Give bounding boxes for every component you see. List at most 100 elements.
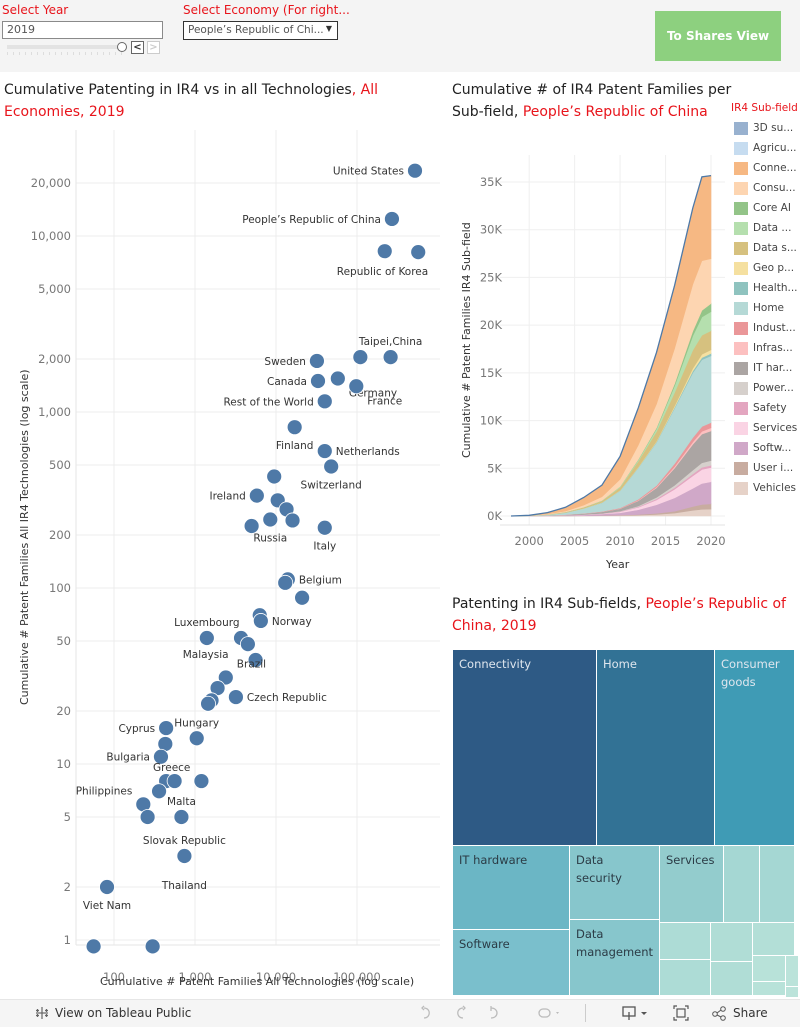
share-icon[interactable] bbox=[711, 1005, 727, 1024]
legend-swatch bbox=[734, 181, 748, 195]
to-shares-view-button[interactable]: To Shares View bbox=[655, 11, 781, 61]
scatter-point[interactable] bbox=[193, 773, 210, 789]
legend-item[interactable]: Agricu... bbox=[734, 140, 797, 156]
treemap-cell[interactable] bbox=[660, 960, 711, 996]
treemap-cell[interactable] bbox=[753, 982, 786, 996]
year-next-button[interactable]: > bbox=[147, 41, 160, 54]
revert-icon[interactable] bbox=[487, 1005, 503, 1024]
scatter-point[interactable] bbox=[144, 938, 161, 955]
treemap-cell[interactable] bbox=[753, 923, 795, 956]
scatter-point[interactable] bbox=[243, 518, 260, 534]
scatter-point[interactable] bbox=[188, 730, 205, 747]
scatter-point[interactable] bbox=[352, 349, 369, 366]
treemap-cell[interactable]: Services bbox=[660, 846, 724, 923]
legend-item[interactable]: Vehicles bbox=[734, 480, 796, 496]
legend-item[interactable]: IT har... bbox=[734, 360, 792, 376]
year-prev-button[interactable]: < bbox=[131, 41, 144, 54]
scatter-point[interactable] bbox=[316, 443, 333, 459]
legend-item[interactable]: Safety bbox=[734, 400, 787, 416]
scatter-point[interactable] bbox=[200, 695, 216, 712]
legend-item[interactable]: Services bbox=[734, 420, 797, 436]
treemap-cell[interactable]: Data management bbox=[570, 920, 660, 996]
scatter-point[interactable] bbox=[158, 720, 175, 736]
treemap-cell[interactable]: Home bbox=[597, 650, 715, 846]
treemap-cell[interactable] bbox=[711, 923, 753, 962]
scatter-point[interactable] bbox=[248, 487, 265, 504]
refresh-icon[interactable] bbox=[537, 1005, 563, 1024]
legend-item[interactable]: User i... bbox=[734, 460, 793, 476]
legend-swatch bbox=[734, 481, 748, 495]
scatter-point[interactable] bbox=[153, 748, 169, 765]
scatter-point[interactable] bbox=[139, 809, 156, 825]
treemap-cell[interactable]: Consumer goods bbox=[715, 650, 795, 846]
scatter-point[interactable] bbox=[266, 468, 283, 485]
scatter-point[interactable] bbox=[277, 574, 294, 591]
undo-icon[interactable] bbox=[419, 1005, 435, 1024]
treemap-cell[interactable]: Connectivity bbox=[453, 650, 597, 846]
scatter-point[interactable] bbox=[382, 349, 399, 366]
scatter-point[interactable] bbox=[99, 879, 115, 895]
view-on-tableau-link[interactable]: View on Tableau Public bbox=[55, 1006, 192, 1020]
legend-item[interactable]: Power... bbox=[734, 380, 794, 396]
scatter-point[interactable] bbox=[217, 669, 234, 686]
scatter-point[interactable] bbox=[407, 162, 423, 179]
legend-item[interactable]: Home bbox=[734, 300, 784, 316]
fullscreen-icon[interactable] bbox=[673, 1005, 689, 1024]
scatter-point[interactable] bbox=[228, 689, 244, 705]
scatter-point[interactable] bbox=[384, 211, 400, 227]
download-icon[interactable] bbox=[621, 1005, 651, 1024]
legend-item[interactable]: Consu... bbox=[734, 180, 796, 196]
scatter-point[interactable] bbox=[309, 353, 325, 369]
legend-item[interactable]: Data s... bbox=[734, 240, 797, 256]
scatter-point-label: Belgium bbox=[299, 574, 342, 586]
legend-item[interactable]: Geo p... bbox=[734, 260, 794, 276]
legend-item[interactable]: Softw... bbox=[734, 440, 791, 456]
scatter-point[interactable] bbox=[294, 589, 310, 606]
scatter-point[interactable] bbox=[240, 636, 256, 653]
legend-title: IR4 Sub-field bbox=[731, 102, 798, 114]
treemap-cell[interactable] bbox=[786, 956, 799, 987]
scatter-point[interactable] bbox=[252, 613, 269, 629]
legend-item[interactable]: 3D su... bbox=[734, 120, 793, 136]
scatter-point[interactable] bbox=[376, 243, 393, 260]
scatter-point[interactable] bbox=[166, 773, 183, 789]
legend-item[interactable]: Infras... bbox=[734, 340, 793, 356]
scatter-point[interactable] bbox=[286, 419, 303, 436]
legend-item[interactable]: Data ... bbox=[734, 220, 791, 236]
treemap-cell[interactable] bbox=[760, 846, 795, 923]
treemap-cell[interactable] bbox=[724, 846, 760, 923]
year-input[interactable]: 2019 bbox=[2, 21, 163, 39]
treemap-cell[interactable] bbox=[660, 923, 711, 960]
legend-swatch bbox=[734, 381, 748, 395]
treemap-cell[interactable]: IT hardware bbox=[453, 846, 570, 930]
scatter-point[interactable] bbox=[348, 378, 365, 395]
scatter-point[interactable] bbox=[316, 393, 333, 410]
scatter-point[interactable] bbox=[85, 938, 102, 955]
share-button[interactable]: Share bbox=[733, 1006, 768, 1020]
treemap-cell[interactable]: Data security bbox=[570, 846, 660, 920]
scatter-point[interactable] bbox=[410, 244, 427, 261]
year-slider-track[interactable] bbox=[7, 45, 123, 49]
treemap-cell[interactable]: Software bbox=[453, 930, 570, 996]
legend-item[interactable]: Core AI bbox=[734, 200, 791, 216]
scatter-point[interactable] bbox=[176, 848, 193, 864]
scatter-point[interactable] bbox=[310, 373, 326, 389]
scatter-point[interactable] bbox=[323, 458, 340, 475]
scatter-point[interactable] bbox=[173, 809, 190, 825]
scatter-point[interactable] bbox=[247, 652, 264, 668]
scatter-point[interactable] bbox=[198, 630, 215, 646]
treemap-cell[interactable] bbox=[711, 962, 753, 996]
scatter-point[interactable] bbox=[151, 783, 167, 800]
economy-dropdown[interactable]: People’s Republic of Chi... ▼ bbox=[183, 21, 338, 40]
legend-item[interactable]: Indust... bbox=[734, 320, 796, 336]
scatter-point[interactable] bbox=[262, 511, 279, 528]
redo-icon[interactable] bbox=[452, 1005, 468, 1024]
legend-item[interactable]: Health... bbox=[734, 280, 798, 296]
treemap-cell[interactable] bbox=[753, 956, 786, 982]
legend-item[interactable]: Conne... bbox=[734, 160, 797, 176]
scatter-point[interactable] bbox=[284, 512, 301, 529]
treemap-cell[interactable] bbox=[786, 987, 799, 998]
year-slider-handle[interactable] bbox=[117, 42, 127, 52]
scatter-point[interactable] bbox=[316, 519, 333, 536]
scatter-point[interactable] bbox=[329, 370, 346, 387]
